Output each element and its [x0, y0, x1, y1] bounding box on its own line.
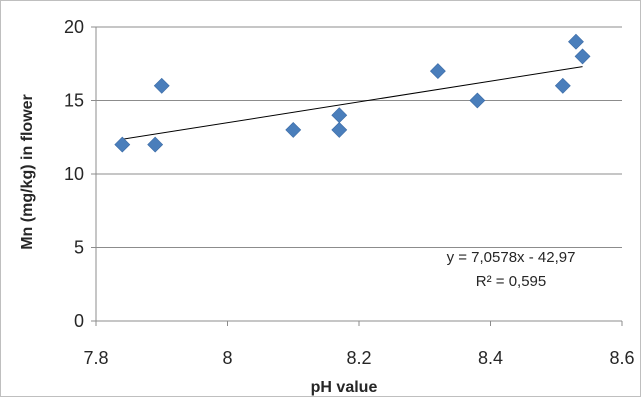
axes [91, 26, 623, 326]
data-point-3 [285, 121, 302, 138]
data-point-9 [568, 33, 584, 50]
x-tick-label-1: 8 [222, 348, 232, 368]
data-point-5 [331, 107, 348, 124]
trendline [122, 66, 583, 140]
y-tick-label-4: 20 [64, 17, 84, 37]
data-point-7 [469, 92, 486, 109]
data-point-8 [554, 77, 571, 94]
tick-labels: 0 5 10 15 20 7.8 8 8.2 8.4 8.6 [64, 17, 635, 368]
data-point-2 [153, 77, 170, 94]
y-tick-label-3: 15 [64, 91, 84, 111]
data-point-0 [114, 136, 131, 153]
x-tick-label-3: 8.4 [478, 348, 503, 368]
x-axis-title: pH value [311, 379, 378, 396]
x-tick-label-2: 8.2 [346, 348, 371, 368]
y-tick-label-2: 10 [64, 164, 84, 184]
data-point-4 [331, 121, 348, 138]
y-tick-label-1: 5 [74, 238, 84, 258]
data-points [114, 33, 591, 153]
trendline-equation: y = 7,0578x - 42,97 [447, 249, 576, 266]
data-point-10 [574, 48, 591, 65]
y-axis-title: Mn (mg/kg) in flower [19, 94, 36, 250]
gridlines [96, 26, 622, 248]
y-tick-label-0: 0 [74, 311, 84, 331]
trendline-r-squared: R² = 0,595 [476, 273, 546, 290]
data-point-1 [147, 136, 164, 153]
x-tick-label-4: 8.6 [609, 348, 634, 368]
data-point-6 [429, 63, 446, 80]
x-tick-label-0: 7.8 [83, 348, 108, 368]
